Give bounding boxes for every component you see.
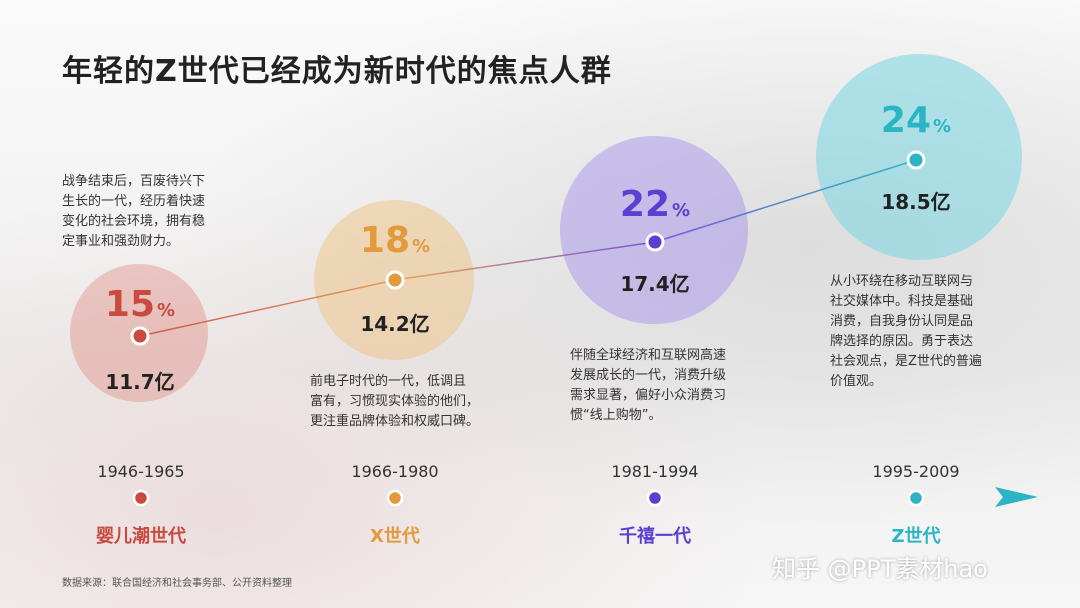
watermark: 知乎 @PPT素材hao [772,555,988,583]
percent-gen-z: 24% [880,100,952,141]
timeline-arrow-icon [995,487,1038,507]
population-gen-z: 18.5亿 [881,190,951,214]
generation-name-millennials: 千禧一代 [619,526,691,547]
timeline-dot-baby-boomers [132,489,150,507]
description-millennials: 伴随全球经济和互联网高速 发展成长的一代，消费升级 需求显著，偏好小众消费习 惯… [570,348,727,423]
timeline-dot-gen-x [386,489,404,507]
description-gen-x: 前电子时代的一代，低调且 富有，习惯现实体验的他们， 更注重品牌体验和权威口碑。 [310,374,480,429]
generation-name-gen-z: Z世代 [891,526,941,547]
bubble-millennials [560,136,748,324]
description-baby-boomers: 战争结束后，百废待兴下 生长的一代，经历着快速 变化的社会环境，拥有稳 定事业和… [62,174,206,249]
population-gen-x: 14.2亿 [360,312,430,336]
timeline-dot-millennials [646,489,664,507]
generation-name-gen-x: X世代 [370,526,420,547]
data-source-note: 数据来源：联合国经济和社会事务部、公开资料整理 [62,578,292,589]
percent-millennials: 22% [619,184,691,225]
years-gen-z: 1995-2009 [872,462,960,481]
population-millennials: 17.4亿 [620,272,690,296]
trend-point-gen-z [906,150,926,170]
years-millennials: 1981-1994 [611,462,699,481]
description-gen-z: 从小环绕在移动互联网与 社交媒体中。科技是基础 消费，自我身份认同是品 牌选择的… [830,274,982,389]
trend-point-gen-x [385,270,405,290]
page-title: 年轻的Z世代已经成为新时代的焦点人群 [62,54,612,89]
generation-name-baby-boomers: 婴儿潮世代 [96,526,186,547]
percent-baby-boomers: 15% [104,284,176,325]
population-baby-boomers: 11.7亿 [105,370,175,394]
timeline-dot-gen-z [907,489,925,507]
percent-gen-x: 18% [359,220,431,261]
trend-point-millennials [645,232,665,252]
years-gen-x: 1966-1980 [351,462,439,481]
years-baby-boomers: 1946-1965 [97,462,185,481]
trend-point-baby-boomers [130,326,150,346]
trend-line [139,159,917,337]
